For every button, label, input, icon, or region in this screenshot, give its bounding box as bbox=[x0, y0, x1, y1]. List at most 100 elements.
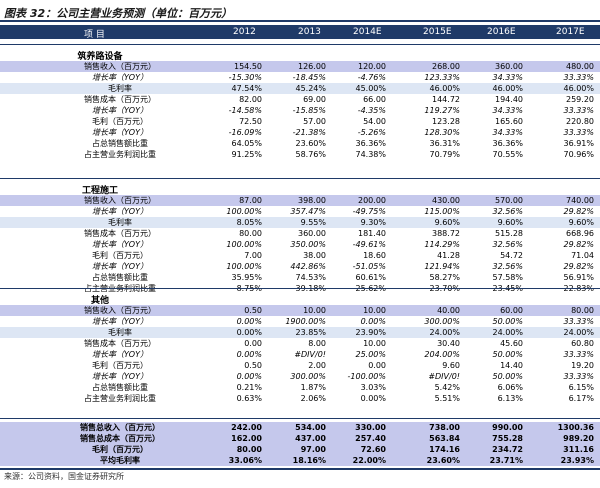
table-row: 增长率（YOY） 0.00% 300.00% -100.00% #DIV/0! 50.00… bbox=[0, 371, 600, 382]
table-cell: 60.00 bbox=[500, 306, 523, 315]
summary-cell: 257.40 bbox=[355, 434, 386, 443]
section-title: 工程施工 bbox=[81, 186, 118, 196]
header-year-2014e: 2014E bbox=[353, 27, 382, 37]
summary-label: 销售总收入（百万元） bbox=[80, 423, 160, 432]
summary-cell: 23.71% bbox=[489, 456, 523, 465]
table-cell: 0.50 bbox=[244, 306, 262, 315]
row-label: 增长率（YOY） bbox=[92, 128, 148, 137]
table-cell: 388.72 bbox=[432, 229, 460, 238]
summary-row: 毛利（百万元） 80.00 97.00 72.60 174.16 234.72 311.16 bbox=[0, 444, 600, 455]
top-rule bbox=[0, 20, 600, 22]
table-cell: 50.00% bbox=[492, 372, 523, 381]
table-cell: 6.15% bbox=[568, 383, 594, 392]
table-cell: 19.20 bbox=[571, 361, 594, 370]
table-cell: 126.00 bbox=[298, 62, 326, 71]
table-cell: 36.31% bbox=[429, 139, 460, 148]
table-cell: -16.09% bbox=[228, 128, 262, 137]
table-cell: 300.00% bbox=[290, 372, 326, 381]
row-label: 占主营业务利润比重 bbox=[84, 150, 156, 159]
section-top-rule bbox=[0, 44, 600, 45]
header-year-2017e: 2017E bbox=[556, 27, 585, 37]
table-cell: 25.00% bbox=[355, 350, 386, 359]
table-cell: 70.79% bbox=[429, 150, 460, 159]
table-cell: -100.00% bbox=[347, 372, 386, 381]
table-cell: #DIV/0! bbox=[294, 350, 326, 359]
summary-cell: 80.00 bbox=[236, 445, 262, 454]
table-row: 毛利（百万元） 0.50 2.00 0.00 9.60 14.40 19.20 bbox=[0, 360, 600, 371]
table-cell: 6.13% bbox=[497, 394, 523, 403]
table-cell: 220.80 bbox=[566, 117, 594, 126]
bottom-rule bbox=[0, 468, 600, 470]
table-cell: 114.29% bbox=[424, 240, 460, 249]
table-row: 增长率（YOY） 100.00% 350.00% -49.61% 114.29% 32.5… bbox=[0, 239, 600, 250]
table-cell: 60.61% bbox=[355, 273, 386, 282]
table-cell: 29.82% bbox=[563, 207, 594, 216]
table-cell: 0.63% bbox=[236, 394, 262, 403]
table-cell: 70.96% bbox=[563, 150, 594, 159]
table-cell: 23.60% bbox=[295, 139, 326, 148]
table-cell: 570.00 bbox=[495, 196, 523, 205]
table-cell: 33.33% bbox=[563, 372, 594, 381]
row-label: 毛利率 bbox=[108, 218, 132, 227]
table-row: 销售成本（百万元） 80.00 360.00 181.40 388.72 515.28 66… bbox=[0, 228, 600, 239]
table-row: 销售收入（百万元） 154.50 126.00 120.00 268.00 360.00 4… bbox=[0, 61, 600, 72]
table-cell: 74.38% bbox=[355, 150, 386, 159]
row-label: 毛利率 bbox=[108, 328, 132, 337]
summary-cell: 738.00 bbox=[429, 423, 460, 432]
summary-top-rule bbox=[0, 418, 600, 419]
table-cell: 32.56% bbox=[492, 240, 523, 249]
table-row: 增长率（YOY） 0.00% #DIV/0! 25.00% 204.00% 50.00% 3… bbox=[0, 349, 600, 360]
table-cell: 24.00% bbox=[429, 328, 460, 337]
row-label: 增长率（YOY） bbox=[92, 73, 148, 82]
table-row: 毛利率 47.54% 45.24% 45.00% 46.00% 46.00% 46.00% bbox=[0, 83, 600, 94]
table-cell: 58.27% bbox=[429, 273, 460, 282]
table-cell: 200.00 bbox=[358, 196, 386, 205]
table-cell: 46.00% bbox=[429, 84, 460, 93]
table-row: 销售收入（百万元） 0.50 10.00 10.00 40.00 60.00 80.00 bbox=[0, 305, 600, 316]
table-cell: 0.00% bbox=[236, 317, 262, 326]
table-cell: 0.00% bbox=[360, 394, 386, 403]
table-cell: 100.00% bbox=[226, 207, 262, 216]
header-year-2015e: 2015E bbox=[423, 27, 452, 37]
table-row: 毛利率 0.00% 23.85% 23.90% 24.00% 24.00% 24.00% bbox=[0, 327, 600, 338]
header-item: 项 目 bbox=[84, 30, 105, 40]
section-top-rule bbox=[0, 288, 600, 289]
table-cell: 30.40 bbox=[437, 339, 460, 348]
table-cell: 56.91% bbox=[563, 273, 594, 282]
row-label: 销售收入（百万元） bbox=[84, 196, 156, 205]
row-label: 销售成本（百万元） bbox=[84, 95, 156, 104]
table-cell: 194.40 bbox=[495, 95, 523, 104]
row-label: 占总销售额比重 bbox=[92, 139, 148, 148]
table-cell: 91.25% bbox=[231, 150, 262, 159]
table-cell: -21.38% bbox=[292, 128, 326, 137]
summary-cell: 534.00 bbox=[295, 423, 326, 432]
table-cell: 70.55% bbox=[492, 150, 523, 159]
table-cell: 5.51% bbox=[434, 394, 460, 403]
table-cell: 0.50 bbox=[244, 361, 262, 370]
table-cell: 33.33% bbox=[563, 350, 594, 359]
table-cell: 204.00% bbox=[424, 350, 460, 359]
table-cell: 100.00% bbox=[226, 240, 262, 249]
table-row: 增长率（YOY） 100.00% 357.47% -49.75% 115.00% 32.5… bbox=[0, 206, 600, 217]
table-row: 占总销售额比重 35.95% 74.53% 60.61% 58.27% 57.58% 56.… bbox=[0, 272, 600, 283]
table-cell: 23.90% bbox=[355, 328, 386, 337]
table-cell: 58.76% bbox=[295, 150, 326, 159]
table-cell: 50.00% bbox=[492, 350, 523, 359]
table-cell: 181.40 bbox=[358, 229, 386, 238]
table-cell: -4.76% bbox=[357, 73, 386, 82]
table-cell: 268.00 bbox=[432, 62, 460, 71]
table-row: 占总销售额比重 64.05% 23.60% 36.36% 36.31% 36.36% 36.… bbox=[0, 138, 600, 149]
summary-label: 毛利（百万元） bbox=[92, 445, 148, 454]
summary-cell: 22.00% bbox=[352, 456, 386, 465]
table-cell: 80.00 bbox=[239, 229, 262, 238]
table-cell: 259.20 bbox=[566, 95, 594, 104]
summary-label: 销售总成本（百万元） bbox=[80, 434, 160, 443]
table-cell: 50.00% bbox=[492, 317, 523, 326]
table-cell: 3.03% bbox=[360, 383, 386, 392]
table-cell: 123.28 bbox=[432, 117, 460, 126]
summary-cell: 437.00 bbox=[295, 434, 326, 443]
table-cell: 165.60 bbox=[495, 117, 523, 126]
table-cell: -4.35% bbox=[357, 106, 386, 115]
header-year-2016e: 2016E bbox=[487, 27, 516, 37]
